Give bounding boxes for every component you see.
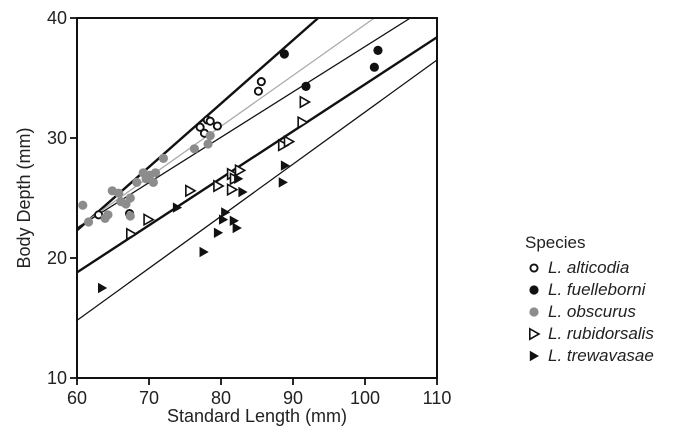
point-l-obscurus-6 [114, 188, 124, 198]
point-l-obscurus-17 [158, 153, 168, 163]
y-axis-title: Body Depth (mm) [14, 127, 34, 268]
x-tick-label-100: 100 [350, 388, 380, 408]
point-l-trewavasae-2 [172, 202, 183, 213]
point-l-rubidorsalis-12 [299, 95, 312, 109]
y-tick-label-10: 10 [47, 368, 67, 388]
legend-marker-l-alticodia [529, 263, 539, 273]
legend-label-l-fuelleborni: L. fuelleborni [548, 280, 647, 299]
point-l-obscurus-2 [83, 217, 94, 227]
legend-marker-l-fuelleborni [529, 285, 539, 295]
point-l-obscurus-10 [125, 211, 135, 221]
point-l-rubidorsalis-2 [143, 213, 155, 227]
plot-frame [76, 17, 438, 379]
point-l-obscurus-18 [189, 144, 199, 154]
point-l-obscurus-1 [78, 200, 88, 210]
fit-line-l-fuelleborni [77, 18, 411, 229]
point-l-rubidorsalis-9 [277, 138, 290, 152]
point-l-rubidorsalis-10 [283, 135, 296, 149]
point-l-trewavasae-6 [221, 207, 231, 218]
x-axis-title: Standard Length (mm) [167, 406, 347, 426]
legend-marker-l-trewavasae [529, 350, 539, 362]
point-l-rubidorsalis-5 [226, 183, 239, 197]
point-l-rubidorsalis-1 [126, 227, 138, 241]
point-l-trewavasae-3 [199, 246, 209, 258]
legend-label-l-obscurus: L. obscurus [548, 302, 636, 321]
x-tick-label-80: 80 [211, 388, 231, 408]
point-l-alticodia-9 [256, 77, 266, 87]
point-l-alticodia-6 [205, 116, 215, 126]
axis-ticks: 60 70 80 90 100 110 10 20 30 40 [47, 8, 451, 408]
data-points [78, 45, 383, 294]
point-l-obscurus-20 [205, 131, 215, 141]
y-tick-label-20: 20 [47, 248, 67, 268]
legend: Species L. alticodia L. fuelleborni L. obs… [525, 233, 654, 365]
point-l-fuelleborni-4 [373, 45, 383, 56]
point-l-trewavasae-12 [280, 160, 291, 171]
point-l-alticodia-3 [195, 122, 205, 132]
x-tick-label-60: 60 [67, 388, 87, 408]
point-l-trewavasae-11 [278, 177, 288, 188]
legend-label-l-rubidorsalis: L. rubidorsalis [548, 324, 654, 343]
point-l-trewavasae-1 [98, 282, 108, 294]
x-tick-label-90: 90 [283, 388, 303, 408]
point-l-trewavasae-10 [238, 186, 248, 198]
x-tick-label-70: 70 [139, 388, 159, 408]
legend-marker-l-rubidorsalis [528, 327, 541, 341]
legend-marker-l-obscurus [529, 307, 539, 317]
y-tick-label-40: 40 [47, 8, 67, 28]
point-l-alticodia-7 [212, 121, 222, 131]
point-l-obscurus-16 [150, 168, 161, 178]
point-l-alticodia-1 [94, 210, 104, 220]
y-tick-label-30: 30 [47, 128, 67, 148]
regression-lines [77, 18, 437, 321]
point-l-trewavasae-4 [213, 227, 224, 238]
point-l-obscurus-19 [203, 139, 213, 149]
point-l-fuelleborni-3 [369, 62, 379, 72]
point-l-fuelleborni-1 [279, 49, 289, 59]
point-l-obscurus-4 [103, 210, 113, 220]
point-l-obscurus-9 [125, 193, 135, 203]
point-l-rubidorsalis-3 [185, 184, 197, 198]
fit-line-l-rubidorsalis [77, 36, 437, 274]
fit-line-l-obscurus [77, 18, 375, 229]
x-tick-label-110: 110 [423, 388, 452, 408]
legend-title: Species [525, 233, 585, 252]
point-l-alticodia-8 [253, 86, 263, 96]
legend-label-l-trewavasae: L. trewavasae [548, 346, 654, 365]
point-l-obscurus-15 [148, 177, 158, 187]
point-l-trewavasae-9 [234, 173, 244, 184]
point-l-trewavasae-8 [232, 222, 242, 234]
point-l-trewavasae-7 [229, 215, 239, 226]
point-l-rubidorsalis-11 [297, 115, 309, 129]
fit-line-l-trewavasae [77, 59, 437, 321]
legend-label-l-alticodia: L. alticodia [548, 258, 629, 277]
point-l-obscurus-11 [132, 177, 142, 187]
point-l-rubidorsalis-8 [234, 163, 247, 177]
point-l-rubidorsalis-4 [213, 179, 225, 193]
point-l-fuelleborni-2 [301, 81, 311, 91]
